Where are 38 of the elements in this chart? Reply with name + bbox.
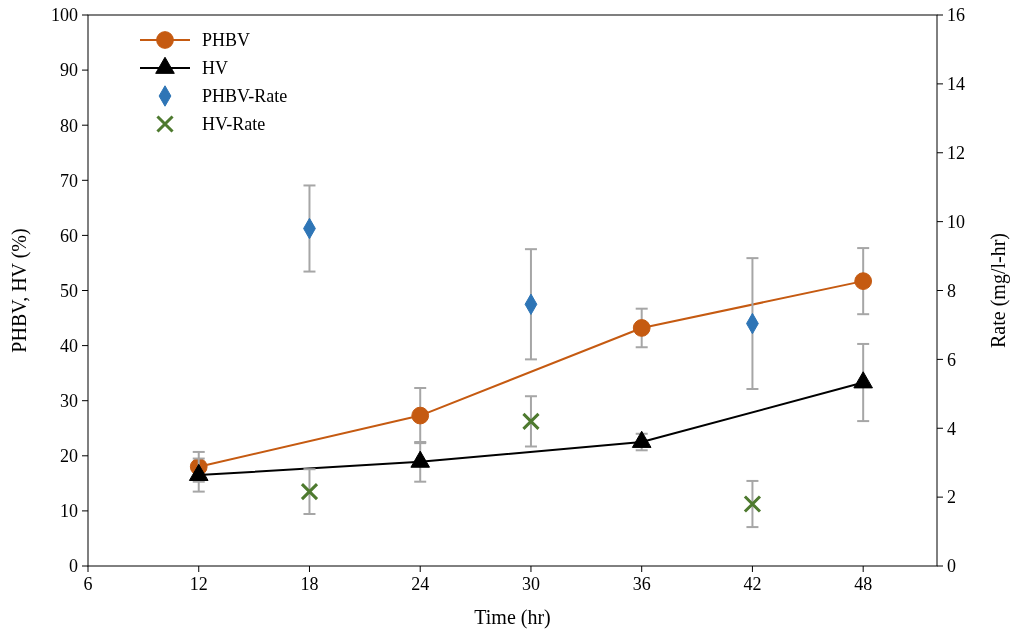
y2-tick-label: 14 xyxy=(947,74,965,95)
point xyxy=(521,412,540,431)
y2-tick-label: 12 xyxy=(947,143,965,164)
y2-tick-label: 6 xyxy=(947,349,956,370)
legend-label: HV xyxy=(202,58,228,79)
y-tick-label: 60 xyxy=(60,225,78,246)
point xyxy=(300,482,319,501)
x-tick-label: 36 xyxy=(632,574,651,594)
legend-label: HV-Rate xyxy=(202,114,266,135)
y2-tick-label: 0 xyxy=(947,556,956,577)
x-tick-label: 18 xyxy=(300,574,319,594)
y-tick-label: 70 xyxy=(60,170,78,191)
y-tick-label: 90 xyxy=(60,60,78,81)
y-tick-label: 100 xyxy=(51,5,78,26)
x-tick-label: 30 xyxy=(521,574,540,594)
y2-tick-label: 4 xyxy=(947,418,956,439)
legend-label: PHBV xyxy=(202,30,251,51)
y2-tick-label: 10 xyxy=(947,211,965,232)
y-tick-label: 20 xyxy=(60,446,78,467)
x-tick-label: 48 xyxy=(854,574,873,594)
y-tick-label: 10 xyxy=(60,501,78,522)
x-axis-title: Time (hr) xyxy=(474,606,551,629)
y-tick-label: 30 xyxy=(60,391,78,411)
y2-tick-label: 2 xyxy=(947,487,956,508)
point xyxy=(743,494,762,514)
x-tick-label: 42 xyxy=(743,574,762,594)
x-tick-label: 6 xyxy=(83,574,93,594)
y2-tick-label: 8 xyxy=(947,280,956,301)
y-tick-label: 0 xyxy=(69,556,78,577)
x-tick-label: 12 xyxy=(189,574,208,594)
y-tick-label: 50 xyxy=(60,280,78,301)
y2-axis-title: Rate (mg/l-hr) xyxy=(987,233,1010,348)
legend-label: PHBV-Rate xyxy=(202,86,288,107)
y2-tick-label: 16 xyxy=(947,5,965,26)
x-tick-label: 24 xyxy=(411,574,430,594)
y-axis-title: PHBV, HV (%) xyxy=(8,228,31,353)
y-tick-label: 80 xyxy=(60,115,78,136)
y-tick-label: 40 xyxy=(60,335,78,356)
